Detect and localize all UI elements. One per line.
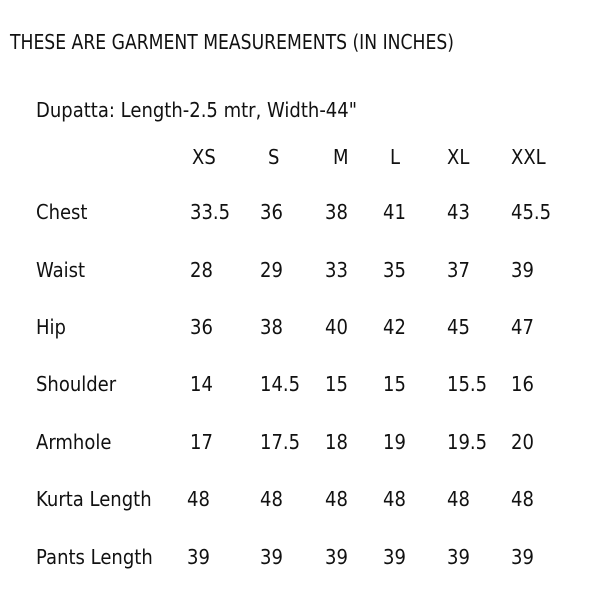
table-cell: 39 (383, 545, 406, 569)
dupatta-note: Dupatta: Length-2.5 mtr, Width-44" (36, 98, 358, 122)
table-cell: 39 (187, 545, 210, 569)
table-cell: 39 (511, 545, 534, 569)
table-cell: 15 (325, 372, 348, 396)
table-cell: 16 (511, 372, 534, 396)
table-cell: 20 (511, 430, 534, 454)
table-cell: 43 (447, 200, 470, 224)
table-cell: 47 (511, 315, 534, 339)
table-cell: 39 (260, 545, 283, 569)
table-cell: 19.5 (447, 430, 488, 454)
table-cell: 18 (325, 430, 348, 454)
row-label: Chest (36, 200, 88, 224)
table-cell: 14.5 (260, 372, 301, 396)
row-label: Armhole (36, 430, 112, 454)
table-cell: 48 (260, 487, 283, 511)
row-label: Waist (36, 258, 86, 282)
table-cell: 28 (190, 258, 213, 282)
table-cell: 29 (260, 258, 283, 282)
table-cell: 33.5 (190, 200, 231, 224)
table-cell: 15.5 (447, 372, 488, 396)
column-header: XL (447, 145, 470, 169)
table-cell: 48 (447, 487, 470, 511)
table-cell: 33 (325, 258, 348, 282)
table-cell: 45.5 (511, 200, 552, 224)
row-label: Shoulder (36, 372, 117, 396)
column-header: S (268, 145, 280, 169)
table-cell: 48 (511, 487, 534, 511)
page-title: THESE ARE GARMENT MEASUREMENTS (IN INCHE… (10, 30, 454, 54)
table-cell: 17.5 (260, 430, 301, 454)
row-label: Pants Length (36, 545, 153, 569)
table-cell: 42 (383, 315, 406, 339)
row-label: Kurta Length (36, 487, 152, 511)
table-cell: 48 (325, 487, 348, 511)
table-cell: 36 (260, 200, 283, 224)
table-cell: 17 (190, 430, 213, 454)
table-cell: 40 (325, 315, 348, 339)
column-header: M (333, 145, 349, 169)
column-header: XXL (511, 145, 546, 169)
table-cell: 37 (447, 258, 470, 282)
table-cell: 15 (383, 372, 406, 396)
table-cell: 39 (511, 258, 534, 282)
table-cell: 35 (383, 258, 406, 282)
table-cell: 38 (325, 200, 348, 224)
table-cell: 14 (190, 372, 213, 396)
table-cell: 19 (383, 430, 406, 454)
table-cell: 38 (260, 315, 283, 339)
table-cell: 36 (190, 315, 213, 339)
row-label: Hip (36, 315, 66, 339)
table-cell: 45 (447, 315, 470, 339)
column-header: XS (192, 145, 216, 169)
table-cell: 41 (383, 200, 406, 224)
table-cell: 39 (447, 545, 470, 569)
table-cell: 48 (383, 487, 406, 511)
column-header: L (390, 145, 401, 169)
table-cell: 48 (187, 487, 210, 511)
table-cell: 39 (325, 545, 348, 569)
